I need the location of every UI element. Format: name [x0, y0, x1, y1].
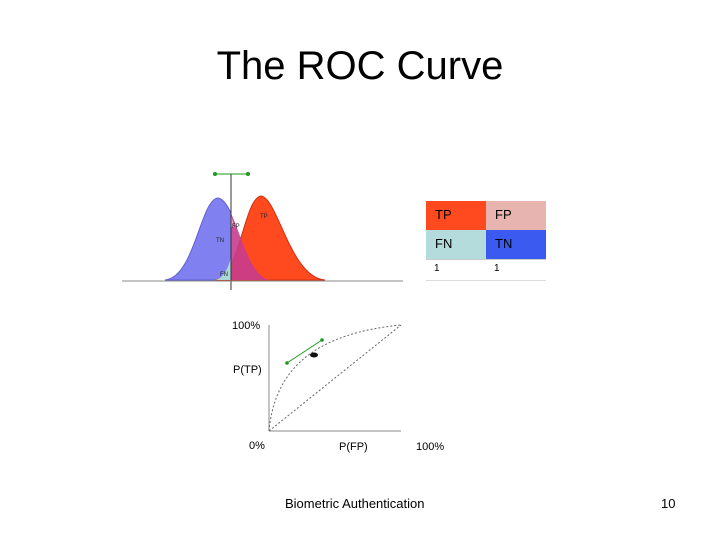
dist-label-tn: TN — [216, 238, 224, 244]
roc-plot — [268, 324, 402, 432]
roc-x-axis-label: P(FP) — [339, 441, 368, 453]
cell-fn: FN — [426, 230, 486, 259]
matrix-divider — [426, 259, 546, 260]
matrix-foot-left: 1 — [434, 263, 440, 274]
roc-origin-label: 0% — [249, 440, 265, 452]
score-distribution-diagram: FP TP TN FN — [122, 172, 403, 290]
false-negative-region — [215, 257, 231, 280]
dist-label-fp: FP — [232, 224, 240, 230]
false-positive-region — [231, 200, 234, 227]
matrix-bottom-rule — [426, 280, 546, 281]
roc-y-top-label: 100% — [232, 320, 261, 332]
cell-tn: TN — [486, 230, 546, 259]
impostor-curve-right-overlap — [231, 213, 270, 280]
impostor-curve-left — [164, 197, 231, 281]
slide-title: The ROC Curve — [216, 44, 504, 88]
roc-y-axis-label: P(TP) — [233, 364, 262, 376]
operating-point-arrow-head-a — [285, 361, 289, 365]
slide-footer: Biometric Authentication — [285, 496, 425, 511]
roc-operating-point — [310, 352, 318, 358]
operating-point-arrow-head-b — [320, 338, 324, 342]
matrix-foot-right: 1 — [494, 263, 500, 274]
roc-x-right-label: 100% — [416, 441, 445, 453]
cell-fp: FP — [486, 201, 546, 230]
threshold-arrow-right-head — [246, 172, 250, 176]
page-number: 10 — [661, 496, 676, 511]
operating-point-arrow — [286, 339, 323, 364]
threshold-arrow-left-head — [213, 172, 217, 176]
roc-diagonal — [268, 324, 402, 432]
dist-label-fn: FN — [220, 272, 228, 278]
cell-tp: TP — [426, 201, 486, 230]
dist-label-tp: TP — [260, 214, 268, 220]
